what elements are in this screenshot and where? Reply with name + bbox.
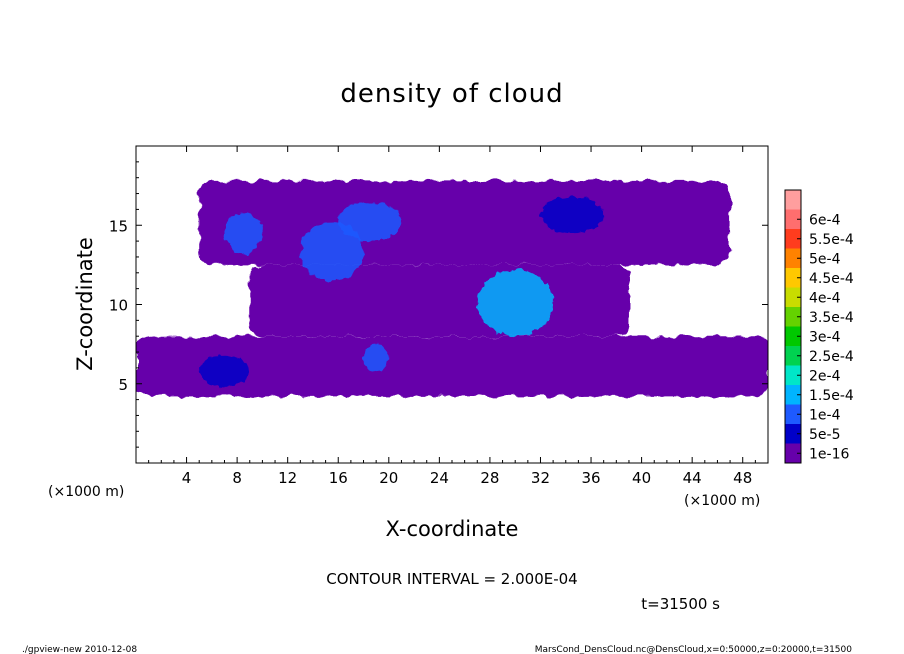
colorbar-swatch xyxy=(785,190,801,210)
region-core-4 xyxy=(477,269,554,337)
x-tick-label: 40 xyxy=(632,469,651,487)
colorbar-swatch xyxy=(785,326,801,346)
region-core-6 xyxy=(199,355,250,387)
time-label: t=31500 s xyxy=(641,595,720,613)
colorbar-swatch xyxy=(785,346,801,366)
colorbar-label: 5e-4 xyxy=(809,251,841,267)
colorbar-label: 1.5e-4 xyxy=(809,388,854,404)
y-axis-title: Z-coordinate xyxy=(73,237,97,371)
x-axis-title: X-coordinate xyxy=(386,517,519,541)
x-tick-label: 36 xyxy=(581,469,600,487)
x-tick-label: 48 xyxy=(733,469,752,487)
contour-interval-text: CONTOUR INTERVAL = 2.000E-04 xyxy=(326,570,577,588)
colorbar-swatch xyxy=(785,307,801,327)
footer-left-text: ./gpview-new 2010-12-08 xyxy=(22,645,137,654)
x-tick-label: 44 xyxy=(683,469,702,487)
colorbar-swatch xyxy=(785,404,801,424)
region-upper-layer xyxy=(199,180,731,265)
region-core-2 xyxy=(300,222,364,281)
region-core-5 xyxy=(540,196,604,234)
colorbar-swatch xyxy=(785,287,801,307)
colorbar-swatch xyxy=(785,443,801,463)
x-tick-label: 24 xyxy=(430,469,449,487)
x-tick-label: 12 xyxy=(278,469,297,487)
y-tick-label: 15 xyxy=(109,217,128,235)
colorbar-label: 4e-4 xyxy=(809,290,841,306)
colorbar-swatch xyxy=(785,365,801,385)
x-unit-left: (×1000 m) xyxy=(48,484,124,500)
colorbar-label: 2.5e-4 xyxy=(809,349,854,365)
x-tick-label: 20 xyxy=(379,469,398,487)
chart-title: density of cloud xyxy=(340,79,563,109)
x-tick-label: 8 xyxy=(232,469,242,487)
colorbar-label: 5e-5 xyxy=(809,427,840,443)
colorbar-swatch xyxy=(785,385,801,405)
x-tick-label: 16 xyxy=(329,469,348,487)
colorbar-frame xyxy=(784,189,802,464)
colorbar-label: 5.5e-4 xyxy=(809,232,854,248)
footer-right-text: MarsCond_DensCloud.nc@DensCloud,x=0:5000… xyxy=(535,645,852,654)
x-tick-label: 28 xyxy=(480,469,499,487)
x-tick-label: 4 xyxy=(182,469,192,487)
region-core-7 xyxy=(363,344,389,372)
colorbar-swatch xyxy=(785,229,801,249)
region-core-1 xyxy=(224,212,263,254)
region-low-layer xyxy=(136,336,768,397)
colorbar: 1e-16 5e-5 1e-4 1.5e-4 2e-4 2.5e-4 3e-4 3.5e-4 4… xyxy=(784,189,854,464)
colorbar-label: 4.5e-4 xyxy=(809,271,854,287)
region-core-3 xyxy=(338,201,402,242)
region-mid-layer xyxy=(249,264,629,337)
colorbar-label: 3e-4 xyxy=(809,329,841,345)
y-tick-label: 10 xyxy=(109,297,128,315)
colorbar-swatch xyxy=(785,209,801,229)
colorbar-label: 3.5e-4 xyxy=(809,310,854,326)
colorbar-label: 1e-16 xyxy=(809,446,849,462)
colorbar-swatch xyxy=(785,268,801,288)
colorbar-swatch xyxy=(785,424,801,444)
colorbar-swatch xyxy=(785,248,801,268)
colorbar-label: 6e-4 xyxy=(809,212,841,228)
x-unit-right: (×1000 m) xyxy=(684,493,760,509)
colorbar-label: 1e-4 xyxy=(809,407,841,423)
colorbar-label: 2e-4 xyxy=(809,368,841,384)
y-tick-label: 5 xyxy=(118,376,128,394)
x-tick-label: 32 xyxy=(531,469,550,487)
